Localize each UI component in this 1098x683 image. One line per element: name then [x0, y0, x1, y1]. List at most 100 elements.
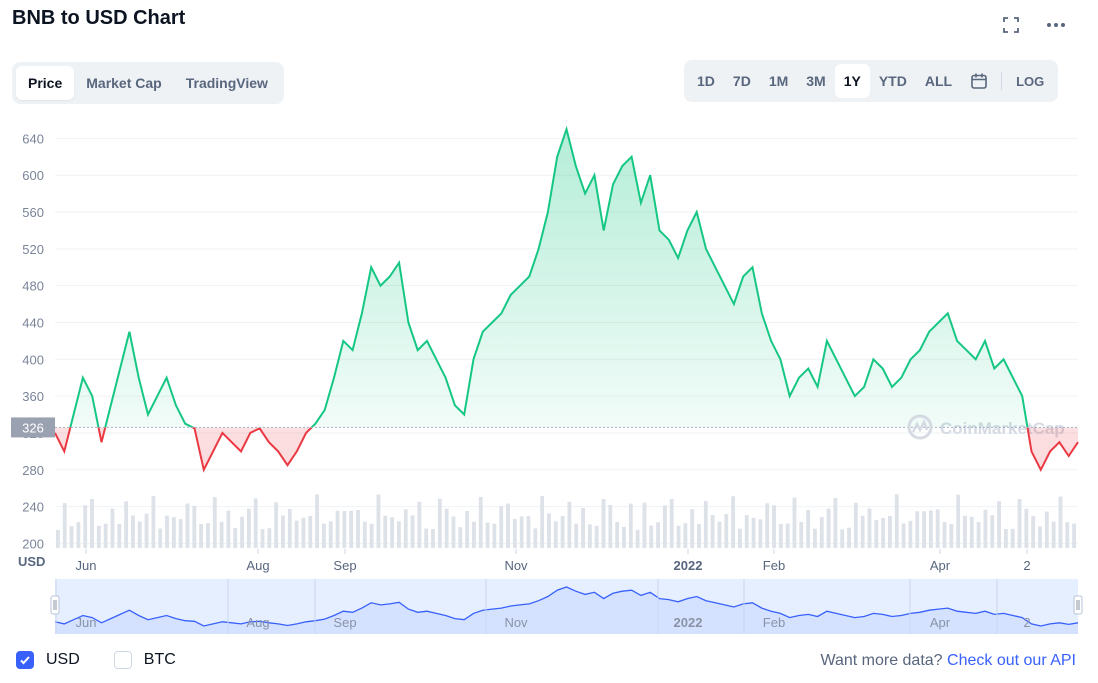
volume-bar — [226, 510, 231, 548]
volume-bar — [465, 511, 470, 548]
range-all[interactable]: ALL — [924, 73, 953, 89]
expand-icon[interactable] — [1000, 14, 1022, 36]
volume-bar — [410, 515, 415, 548]
volume-bar — [717, 521, 722, 548]
volume-bar — [178, 519, 183, 548]
volume-bar — [362, 521, 367, 548]
volume-bar — [533, 528, 538, 548]
volume-bar — [301, 517, 306, 548]
navigator-handle-left[interactable] — [50, 595, 60, 615]
tab-market-cap[interactable]: Market Cap — [86, 75, 162, 91]
navigator-area — [55, 587, 1078, 634]
volume-bar — [69, 526, 74, 548]
current-price-tag: 326 — [11, 417, 55, 438]
volume-bar — [267, 528, 272, 548]
volume-bar — [287, 508, 292, 548]
volume-bar — [403, 509, 408, 548]
volume-bar — [1051, 521, 1056, 548]
tab-price[interactable]: Price — [16, 66, 75, 100]
volume-bar — [110, 508, 115, 548]
navigator-tick-label: Aug — [246, 615, 269, 630]
volume-bar — [124, 501, 129, 548]
volume-bar — [1003, 529, 1008, 548]
volume-bar — [785, 523, 790, 548]
volume-bar — [137, 521, 142, 548]
navigator-handle-right[interactable] — [1073, 595, 1083, 615]
x-tick-label: Apr — [930, 558, 951, 573]
range-1y[interactable]: 1Y — [834, 64, 870, 98]
x-tick-label: Nov — [504, 558, 528, 573]
navigator-tick-label: Nov — [504, 615, 528, 630]
volume-bar — [185, 503, 190, 548]
range-1m[interactable]: 1M — [768, 73, 789, 89]
x-tick-label: Feb — [763, 558, 785, 573]
volume-bar — [151, 496, 156, 548]
volume-bar — [246, 508, 251, 548]
volume-bar — [472, 521, 476, 548]
volume-bar — [765, 503, 770, 548]
volume-bar — [1010, 528, 1015, 548]
navigator-line — [54, 586, 1079, 627]
navigator-tick-label: 2022 — [674, 615, 703, 630]
range-ytd[interactable]: YTD — [878, 73, 907, 89]
volume-bar — [315, 494, 319, 548]
api-promo: Want more data? Check out our API — [820, 652, 1076, 670]
volume-bar — [908, 520, 913, 548]
volume-bar — [240, 516, 244, 548]
range-3m[interactable]: 3M — [806, 73, 826, 89]
volume-bar — [390, 517, 394, 548]
volume-bar — [417, 501, 422, 548]
y-tick-label: 440 — [22, 315, 44, 330]
y-tick-label: 360 — [22, 389, 44, 404]
more-dots-icon[interactable] — [1045, 14, 1067, 36]
volume-bar — [587, 524, 592, 548]
volume-bar — [894, 494, 899, 548]
api-link[interactable]: Check out our API — [947, 652, 1076, 669]
volume-bar — [738, 528, 742, 548]
volume-bar — [1044, 511, 1049, 548]
btc-checkbox[interactable] — [113, 651, 132, 669]
volume-bar — [526, 516, 531, 548]
volume-bar — [622, 526, 626, 548]
y-tick-label: 240 — [22, 500, 44, 515]
volume-bar — [990, 515, 995, 548]
volume-bar — [383, 515, 388, 548]
y-tick-label: 400 — [22, 352, 44, 367]
range-1d[interactable]: 1D — [697, 73, 715, 89]
usd-checkbox[interactable] — [16, 651, 34, 669]
volume-bar — [703, 501, 708, 548]
legend-btc[interactable]: BTC — [113, 651, 176, 669]
volume-bar — [942, 522, 947, 548]
volume-bar — [758, 519, 763, 548]
volume-bar — [635, 529, 640, 548]
range-7d[interactable]: 7D — [732, 73, 751, 89]
x-tick-label: 2022 — [674, 558, 703, 573]
volume-bar — [669, 498, 674, 548]
volume-bar — [601, 499, 606, 548]
volume-bar — [594, 525, 599, 548]
volume-bar — [171, 517, 176, 548]
tab-tradingview[interactable]: TradingView — [185, 75, 268, 91]
volume-bar — [424, 528, 429, 548]
volume-bar — [321, 523, 326, 548]
volume-bar — [813, 528, 817, 548]
volume-bar — [888, 515, 892, 548]
volume-bar — [397, 521, 401, 548]
handle-grip[interactable] — [50, 595, 60, 615]
volume-bar — [969, 516, 974, 548]
log-scale-toggle[interactable]: LOG — [1016, 73, 1045, 89]
volume-bar — [901, 523, 906, 548]
handle-grip[interactable] — [1073, 595, 1083, 615]
volume-bar — [1024, 508, 1029, 548]
volume-bar — [83, 505, 88, 548]
y-tick-label: 480 — [22, 279, 44, 294]
navigator-tick-label: Jun — [76, 615, 97, 630]
volume-bar — [922, 511, 926, 548]
legend-usd[interactable]: USD — [16, 651, 80, 669]
volume-bar — [724, 514, 729, 548]
volume-bar — [567, 501, 572, 548]
volume-bar — [547, 513, 551, 548]
volume-bar — [997, 501, 1001, 548]
volume-bar — [62, 503, 67, 548]
calendar-icon[interactable] — [961, 64, 997, 98]
